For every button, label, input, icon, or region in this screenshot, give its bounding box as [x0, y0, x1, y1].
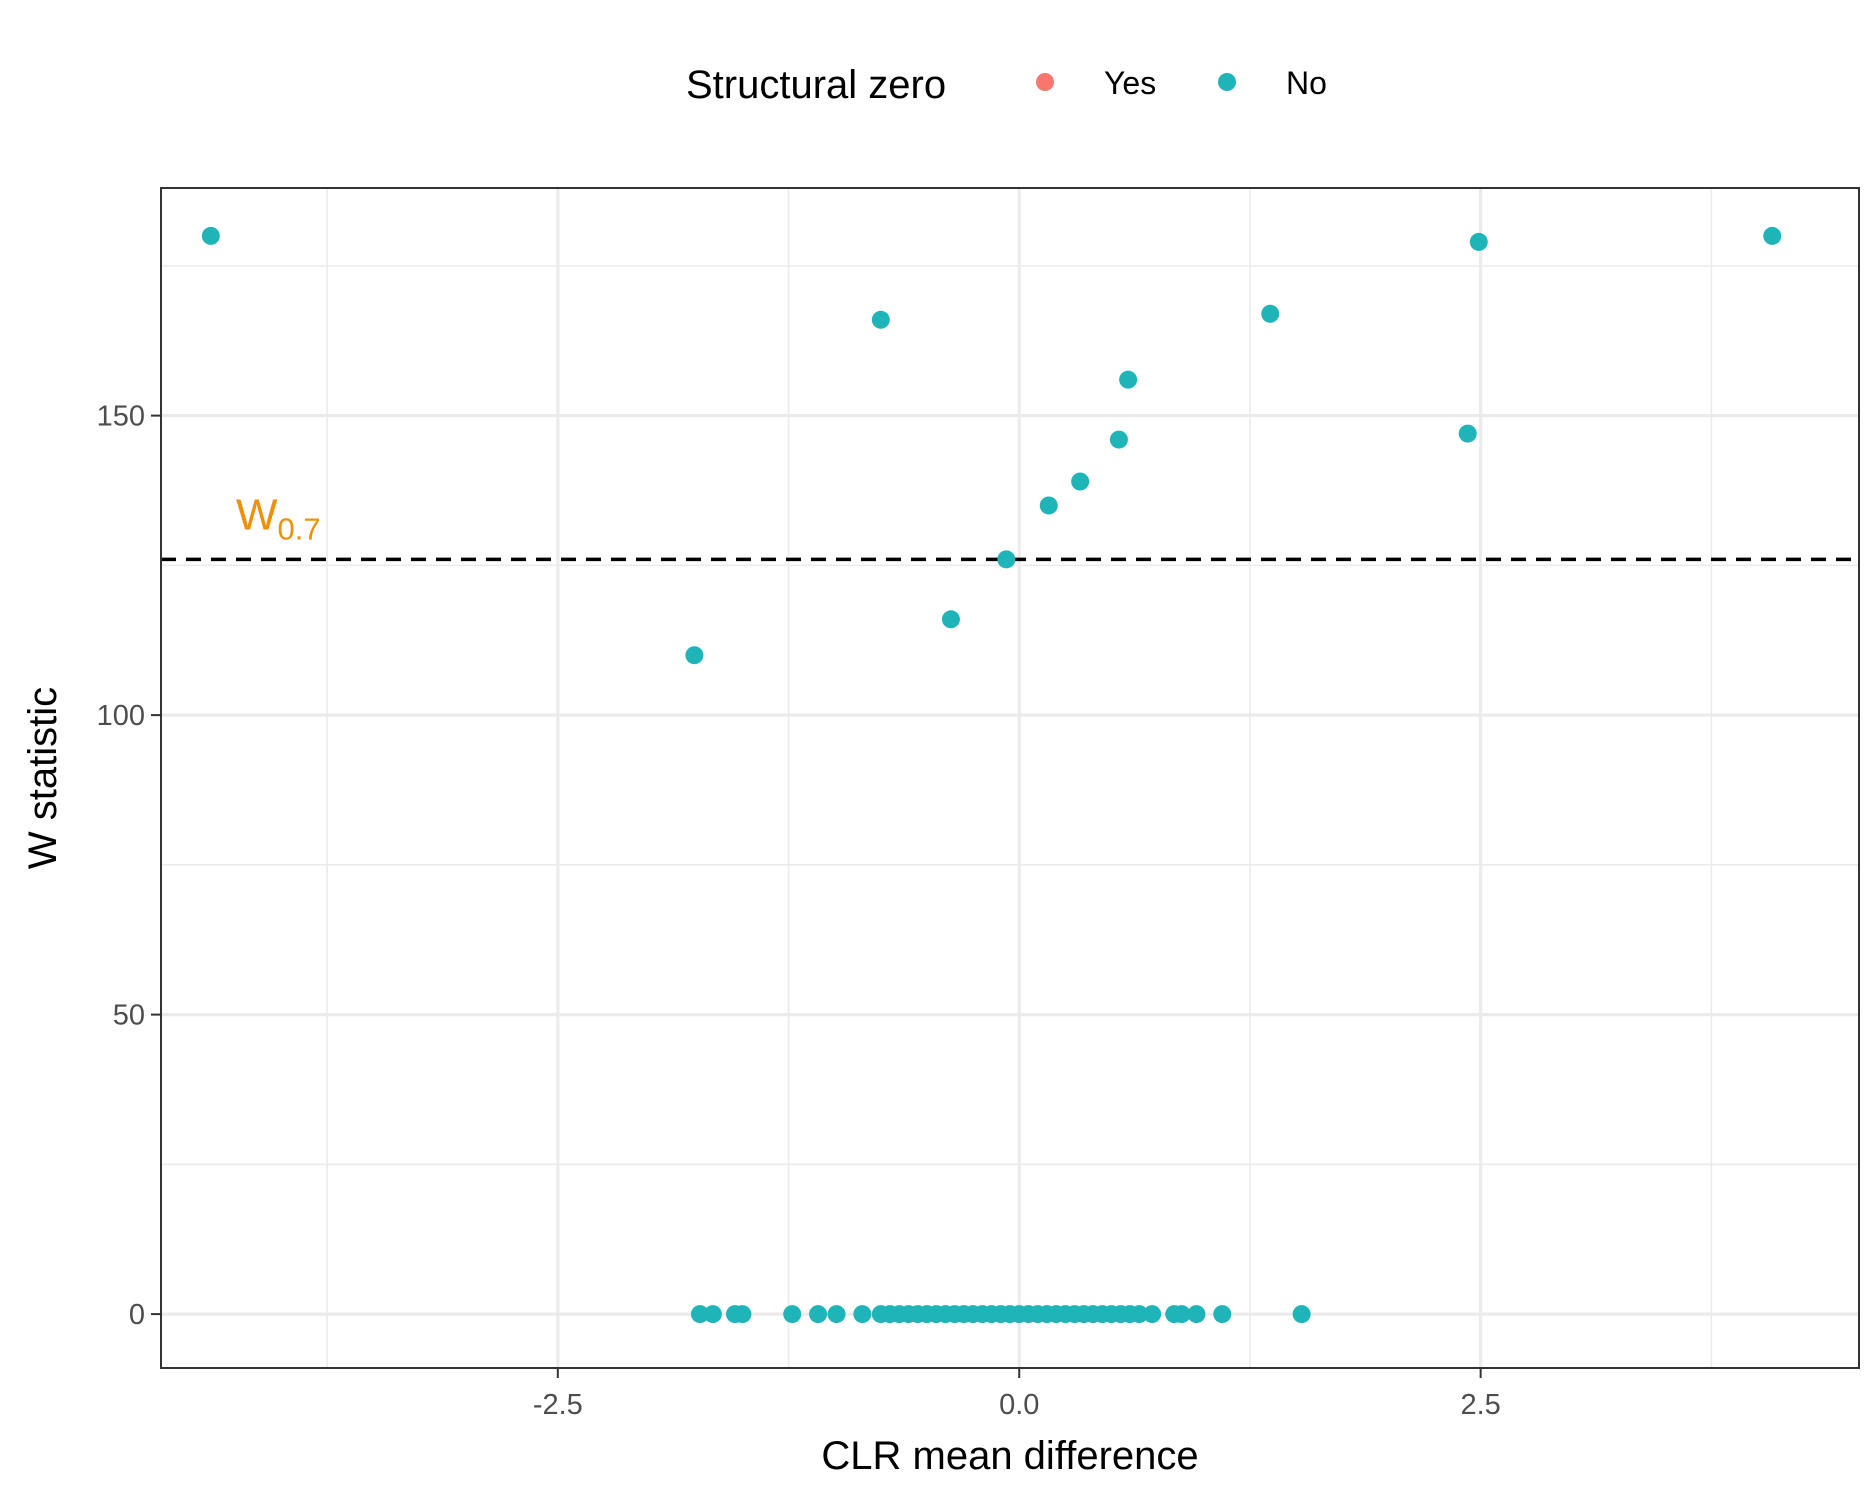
data-point — [690, 1305, 709, 1324]
data-point — [1039, 496, 1058, 515]
x-axis-title: CLR mean difference — [821, 1434, 1198, 1478]
y-tick-label: 100 — [97, 700, 145, 732]
data-point — [1187, 1305, 1206, 1324]
threshold-label-subscript: 0.7 — [278, 511, 321, 546]
y-axis-ticks: 0 50 100 150 — [97, 401, 161, 1331]
y-tick-label: 0 — [129, 1299, 145, 1331]
y-tick-label: 150 — [97, 401, 145, 433]
plot-panel: W0.7 — [160, 187, 1860, 1369]
data-point — [809, 1305, 828, 1324]
data-point — [1071, 472, 1090, 491]
data-point — [1763, 226, 1782, 245]
data-point — [1130, 1305, 1149, 1324]
data-points — [201, 226, 1782, 1324]
data-point — [783, 1305, 802, 1324]
data-point — [941, 610, 960, 629]
legend-swatch-yes — [1036, 73, 1054, 91]
data-point — [1172, 1305, 1191, 1324]
data-point — [685, 646, 704, 665]
data-point — [201, 226, 220, 245]
data-point — [853, 1305, 872, 1324]
data-point — [1213, 1305, 1232, 1324]
legend-label-yes: Yes — [1104, 65, 1156, 101]
data-point — [871, 310, 890, 329]
y-tick-label: 50 — [113, 1000, 145, 1032]
x-tick-label: 2.5 — [1460, 1389, 1500, 1421]
legend: Structural zero Yes No — [686, 63, 1327, 107]
panel-border — [160, 187, 1860, 1369]
threshold-label-main: W — [236, 490, 278, 539]
data-point — [1458, 424, 1477, 443]
data-point — [1469, 232, 1488, 251]
data-point — [1292, 1305, 1311, 1324]
x-axis-ticks: -2.5 0.0 2.5 — [533, 1368, 1501, 1421]
legend-label-no: No — [1286, 65, 1327, 101]
x-tick-label: 0.0 — [999, 1389, 1039, 1421]
data-point — [827, 1305, 846, 1324]
y-axis-title: W statistic — [21, 687, 65, 869]
threshold-label: W0.7 — [236, 490, 321, 546]
data-point — [733, 1305, 752, 1324]
data-point — [1109, 430, 1128, 449]
data-point — [1119, 370, 1138, 389]
data-point — [703, 1305, 722, 1324]
legend-title: Structural zero — [686, 63, 946, 107]
data-point — [1143, 1305, 1162, 1324]
data-point — [997, 550, 1016, 569]
x-tick-label: -2.5 — [533, 1389, 583, 1421]
legend-swatch-no — [1218, 73, 1236, 91]
data-point — [1261, 304, 1280, 323]
panel-background — [161, 188, 1859, 1368]
